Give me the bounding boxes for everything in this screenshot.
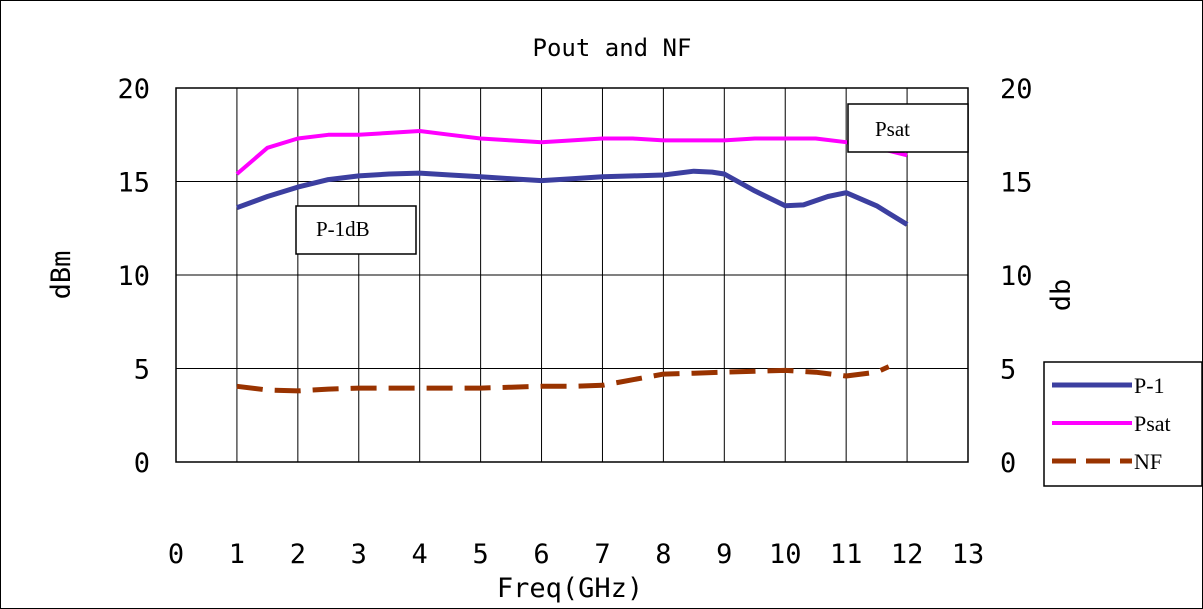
- x-tick-label: 8: [655, 539, 671, 570]
- x-tick-label: 2: [290, 539, 306, 570]
- legend-label: Psat: [1134, 411, 1171, 436]
- plot-area: [175, 87, 969, 463]
- y-axis-right-ticks: 0 5 10 15 20: [1000, 74, 1033, 479]
- x-tick-label: 9: [716, 539, 732, 570]
- legend: P-1 Psat NF: [1043, 361, 1203, 487]
- y-tick-label-right: 0: [1000, 448, 1016, 479]
- chart-title: Pout and NF: [533, 34, 692, 62]
- x-tick-label: 11: [830, 539, 863, 570]
- annotation-p1db-box: [295, 205, 417, 255]
- x-tick-label: 5: [472, 539, 488, 570]
- x-tick-label: 3: [351, 539, 367, 570]
- x-tick-label: 4: [412, 539, 428, 570]
- annotation-psat: Psat: [847, 103, 969, 153]
- y-tick-label-right: 10: [1000, 261, 1033, 292]
- annotation-p1db-label: P-1dB: [316, 217, 370, 241]
- series-lines: [235, 129, 909, 394]
- y-tick-label-left: 5: [134, 355, 150, 386]
- series-line-p-1: [236, 168, 909, 227]
- x-tick-label: 6: [533, 539, 549, 570]
- y-axis-left-ticks: 0 5 10 15 20: [117, 74, 150, 479]
- x-tick-label: 13: [952, 539, 985, 570]
- y-axis-left-label: dBm: [46, 251, 77, 300]
- x-tick-label: 1: [229, 539, 245, 570]
- y-tick-label-left: 0: [134, 448, 150, 479]
- y-tick-label-right: 5: [1000, 355, 1016, 386]
- y-axis-right-label: db: [1046, 279, 1077, 312]
- x-tick-label: 7: [594, 539, 610, 570]
- series-line-nf: [236, 364, 890, 394]
- x-tick-label: 0: [168, 539, 184, 570]
- x-tick-label: 12: [891, 539, 924, 570]
- y-tick-label-left: 10: [117, 261, 150, 292]
- annotation-p1db: P-1dB: [295, 205, 417, 255]
- annotation-psat-box: [847, 103, 969, 153]
- annotation-psat-label: Psat: [875, 117, 910, 141]
- y-tick-label-right: 15: [1000, 168, 1033, 199]
- y-tick-label-left: 15: [117, 168, 150, 199]
- y-tick-label-left: 20: [117, 74, 150, 105]
- x-axis-label: Freq(GHz): [497, 573, 643, 604]
- legend-label: NF: [1134, 449, 1162, 474]
- y-tick-label-right: 20: [1000, 74, 1033, 105]
- x-tick-label: 10: [769, 539, 802, 570]
- series-line-psat: [235, 129, 908, 176]
- x-axis-ticks: 0 1 2 3 4 5 6 7 8 9 10 11 12 13: [168, 539, 984, 570]
- legend-label: P-1: [1134, 373, 1165, 398]
